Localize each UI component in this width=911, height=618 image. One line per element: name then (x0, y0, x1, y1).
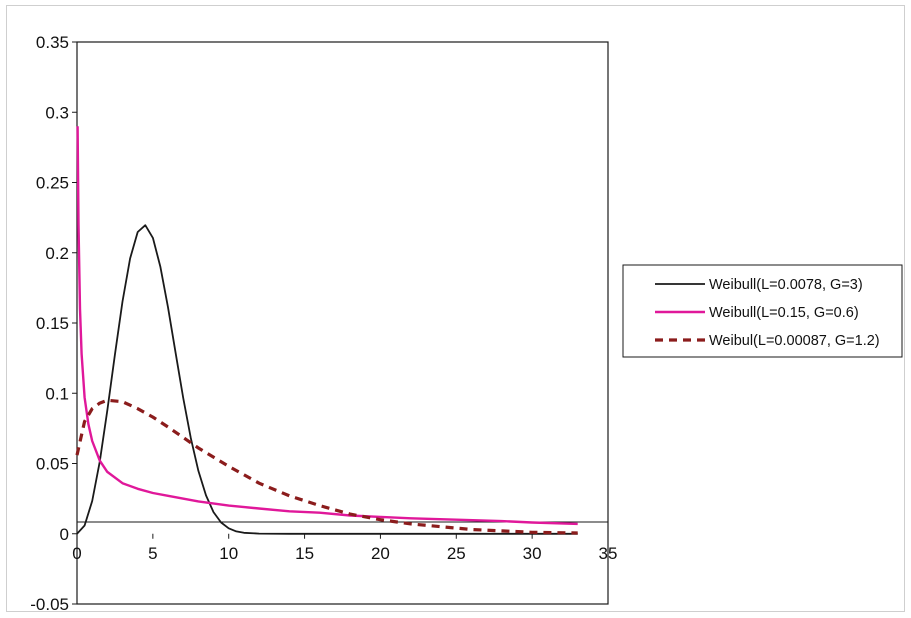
legend-label-3: Weibul(L=0.00087, G=1.2) (709, 333, 880, 349)
y-tick-label: 0.05 (36, 455, 69, 474)
legend: Weibull(L=0.0078, G=3) Weibull(L=0.15, G=… (622, 264, 903, 358)
x-tick-label: 30 (523, 544, 542, 563)
y-tick-label: 0.15 (36, 314, 69, 333)
x-tick-label: 10 (219, 544, 238, 563)
x-tick-label: 0 (72, 544, 81, 563)
y-tick-label: 0.25 (36, 174, 69, 193)
series-line-1 (76, 224, 578, 535)
chart-frame: 0.35 0.3 0.25 0.2 0.15 0.1 0.05 0 -0.05 0 5 10 15 20… (6, 5, 905, 614)
weibull-chart: 0.35 0.3 0.25 0.2 0.15 0.1 0.05 0 -0.05 0 5 10 15 20… (30, 33, 903, 614)
x-tick-label: 35 (599, 544, 618, 563)
series-line-3 (75, 398, 578, 535)
y-tick-label: 0.35 (36, 33, 69, 52)
x-tick-label: 20 (371, 544, 390, 563)
x-tick-label: 5 (148, 544, 157, 563)
x-tick-label: 25 (447, 544, 466, 563)
legend-label-1: Weibull(L=0.0078, G=3) (709, 277, 863, 293)
y-tick-label: -0.05 (30, 595, 69, 613)
series-layer (75, 126, 578, 535)
y-axis-tick-labels: 0.35 0.3 0.25 0.2 0.15 0.1 0.05 0 -0.05 (30, 33, 77, 614)
y-tick-label: 0.2 (45, 244, 69, 263)
plot-area-border (76, 41, 609, 605)
legend-label-2: Weibull(L=0.15, G=0.6) (709, 305, 859, 321)
y-tick-label: 0.1 (45, 384, 69, 403)
y-tick-label: 0.3 (45, 103, 69, 122)
x-axis-tick-labels: 0 5 10 15 20 25 30 35 (72, 533, 618, 563)
x-tick-label: 15 (295, 544, 314, 563)
y-tick-label: 0 (60, 525, 69, 544)
series-line-2 (76, 126, 578, 526)
